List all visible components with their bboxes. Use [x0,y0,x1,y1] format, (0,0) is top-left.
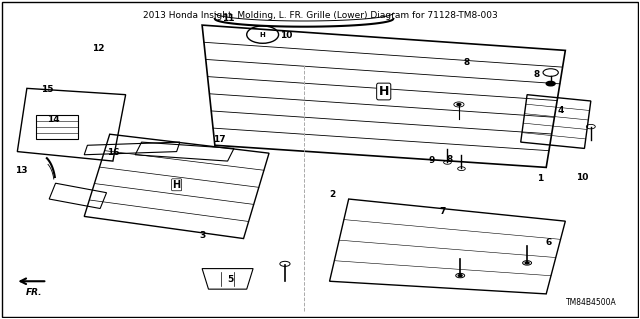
Text: 12: 12 [92,44,104,53]
Text: 13: 13 [15,166,28,175]
Text: TM84B4500A: TM84B4500A [566,299,616,308]
Text: 2: 2 [330,190,336,199]
Circle shape [525,262,529,264]
Text: FR.: FR. [26,287,43,297]
Text: 8: 8 [534,70,540,79]
Text: 8: 8 [463,58,470,67]
Text: 17: 17 [213,135,226,145]
Circle shape [457,104,461,105]
Bar [36,115,78,139]
Text: 3: 3 [199,231,205,240]
Circle shape [546,81,555,86]
Text: 7: 7 [439,207,445,216]
Text: 14: 14 [47,115,60,124]
Text: H: H [173,180,180,190]
Text: 16: 16 [107,148,119,157]
Text: 4: 4 [557,106,564,115]
Text: 5: 5 [228,275,234,284]
Text: 8: 8 [446,155,452,164]
Text: 11: 11 [222,14,234,23]
Text: 10: 10 [280,31,292,40]
Text: 15: 15 [41,85,54,94]
Text: H: H [260,32,266,38]
Text: 1: 1 [537,174,543,183]
Text: 10: 10 [577,173,589,182]
Text: 6: 6 [545,238,551,247]
Text: 9: 9 [428,156,435,165]
Text: H: H [378,85,389,98]
Text: 2013 Honda Insight  Molding, L. FR. Grille (Lower) Diagram for 71128-TM8-003: 2013 Honda Insight Molding, L. FR. Grill… [143,11,497,20]
Circle shape [458,275,462,277]
